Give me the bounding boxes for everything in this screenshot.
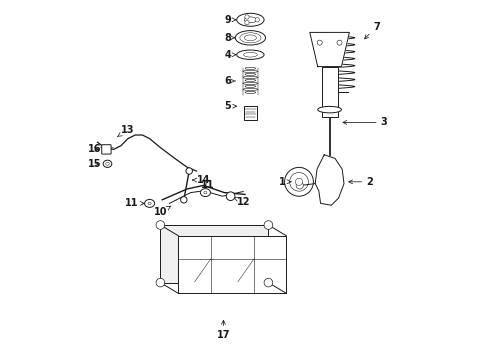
Ellipse shape	[237, 13, 264, 26]
Circle shape	[245, 15, 249, 19]
Text: 4: 4	[224, 50, 236, 60]
Polygon shape	[315, 155, 344, 205]
Ellipse shape	[245, 67, 256, 69]
Text: 16: 16	[88, 144, 101, 154]
Ellipse shape	[245, 73, 256, 76]
Ellipse shape	[245, 91, 256, 94]
FancyBboxPatch shape	[102, 145, 111, 154]
Text: 15: 15	[88, 159, 101, 169]
Polygon shape	[310, 32, 349, 67]
Text: 13: 13	[117, 125, 135, 137]
Text: 5: 5	[224, 101, 237, 111]
Text: 10: 10	[154, 206, 171, 217]
Text: 11: 11	[125, 198, 144, 208]
Circle shape	[156, 278, 165, 287]
Text: 9: 9	[224, 15, 236, 25]
Circle shape	[226, 192, 235, 201]
Bar	[244, 106, 257, 120]
Circle shape	[186, 168, 193, 174]
Circle shape	[264, 278, 273, 287]
Circle shape	[264, 221, 273, 229]
Ellipse shape	[200, 189, 210, 197]
Bar	[321, 67, 338, 117]
Text: 2: 2	[349, 177, 372, 187]
Text: 12: 12	[234, 197, 250, 207]
Bar	[178, 236, 286, 293]
Bar	[160, 225, 269, 283]
Circle shape	[156, 221, 165, 229]
Text: 7: 7	[365, 22, 380, 39]
Circle shape	[180, 197, 187, 203]
Text: 14: 14	[193, 175, 210, 185]
Circle shape	[296, 182, 303, 189]
Text: 8: 8	[224, 33, 234, 43]
Circle shape	[295, 178, 303, 185]
Ellipse shape	[318, 107, 342, 113]
Ellipse shape	[243, 82, 258, 85]
Ellipse shape	[243, 76, 258, 78]
Ellipse shape	[103, 160, 112, 167]
Ellipse shape	[243, 88, 258, 90]
Text: 6: 6	[224, 76, 235, 86]
Ellipse shape	[245, 85, 256, 87]
Text: 17: 17	[217, 320, 230, 340]
Ellipse shape	[245, 79, 256, 81]
Text: 1: 1	[279, 177, 291, 187]
Text: 3: 3	[343, 117, 387, 127]
Ellipse shape	[145, 199, 155, 207]
Ellipse shape	[237, 50, 264, 59]
Circle shape	[285, 167, 314, 196]
Ellipse shape	[235, 31, 266, 45]
Ellipse shape	[243, 70, 258, 72]
Circle shape	[255, 18, 259, 22]
Text: 11: 11	[200, 180, 214, 190]
Circle shape	[245, 21, 249, 25]
